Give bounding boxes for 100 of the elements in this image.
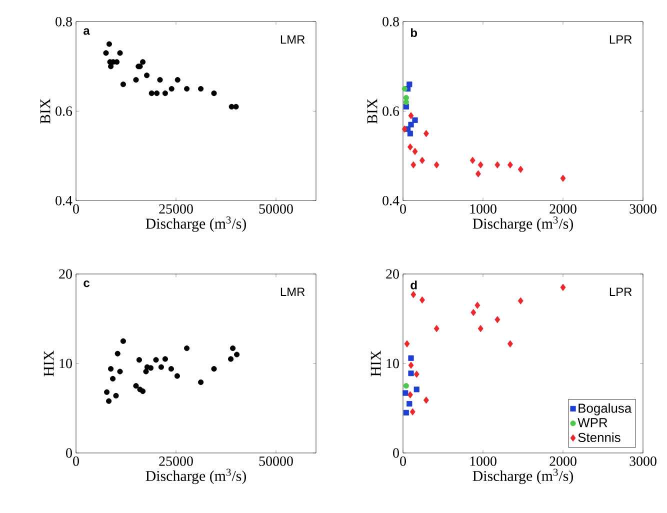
y-tick-label: 10 [60,358,72,368]
point [106,398,112,404]
point [198,86,204,92]
point [184,86,190,92]
point [408,112,414,120]
x-tick-label: 50000 [259,456,293,466]
point [423,396,429,404]
point [120,82,126,88]
y-axis-title: HIX [44,350,54,376]
y-axis-title: HIX [370,350,381,376]
point [402,86,408,92]
point [148,365,154,371]
y-tick-label: 0.6 [56,106,72,116]
point [478,324,484,332]
point [507,161,513,168]
annotation: LMR [280,288,305,296]
y-tick-label: 10 [386,358,399,368]
annotation: LPR [610,288,632,296]
point [507,340,513,348]
x-tick-label: 25000 [159,456,193,466]
x-tick-label: 50000 [259,204,293,214]
x-axis-title: Discharge (m$^{3}$/s) [472,468,573,484]
point [560,284,566,292]
x-tick-label: 0 [73,456,79,466]
annotation: d [410,280,417,290]
point [162,356,168,362]
point [412,117,418,123]
point [228,356,234,362]
point [211,90,217,96]
point [228,104,234,110]
x-axis-title: Discharge (m$^{3}$/s) [146,468,246,484]
y-tick-label: 0.8 [382,16,399,26]
point [402,390,408,396]
point [168,366,174,372]
point [113,392,119,399]
y-tick-label: 0.6 [382,106,400,116]
point [133,383,139,389]
point [518,297,524,304]
point [414,386,420,392]
point [408,355,414,361]
x-tick-label: 0 [400,204,406,214]
x-tick-label: 25000 [159,204,193,214]
point [474,302,480,309]
point [108,64,114,70]
point [410,161,416,168]
point [404,340,410,348]
point [403,383,410,389]
y-tick-label: 20 [386,269,399,279]
point [234,352,240,358]
point [140,59,146,65]
point [148,90,154,96]
point [408,370,414,376]
point [136,357,142,363]
point [174,77,180,83]
point [407,130,414,136]
y-tick-label: 0.8 [56,16,72,26]
point [560,174,566,182]
point [157,77,163,83]
point [140,388,146,394]
y-tick-label: 0 [66,448,72,458]
point [407,143,413,151]
point [412,148,418,156]
point [143,368,149,374]
point [106,41,112,47]
y-tick-label: 0.4 [56,196,72,206]
point [211,366,217,372]
point [117,50,123,56]
point [174,373,180,379]
point [470,308,476,316]
annotation: a [84,28,90,35]
point [518,166,524,173]
point [410,290,416,298]
point [154,90,160,96]
x-axis-title: Discharge (m$^{3}$/s) [472,216,573,232]
point [158,364,164,370]
annotation: LPR [610,35,632,44]
point [478,161,484,168]
annotation: LMR [280,35,305,44]
annotation: b [410,28,418,38]
point [103,50,109,56]
y-axis-title: BIX [367,98,378,124]
legend-label: Stennis [578,432,620,442]
point [184,345,190,352]
point [494,161,500,168]
legend-label: Bogalusa [578,403,632,416]
point [108,366,114,372]
point [419,156,425,164]
y-tick-label: 20 [59,269,72,279]
point [410,408,416,416]
x-tick-label: 1000 [470,204,496,214]
point [233,104,239,110]
point [198,379,204,386]
point [117,368,123,374]
y-axis-title: BIX [40,98,50,124]
x-tick-label: 1000 [470,456,496,466]
x-tick-label: 2000 [550,456,576,466]
point [423,130,429,138]
point [408,122,414,128]
point [406,400,412,407]
point [407,391,413,398]
